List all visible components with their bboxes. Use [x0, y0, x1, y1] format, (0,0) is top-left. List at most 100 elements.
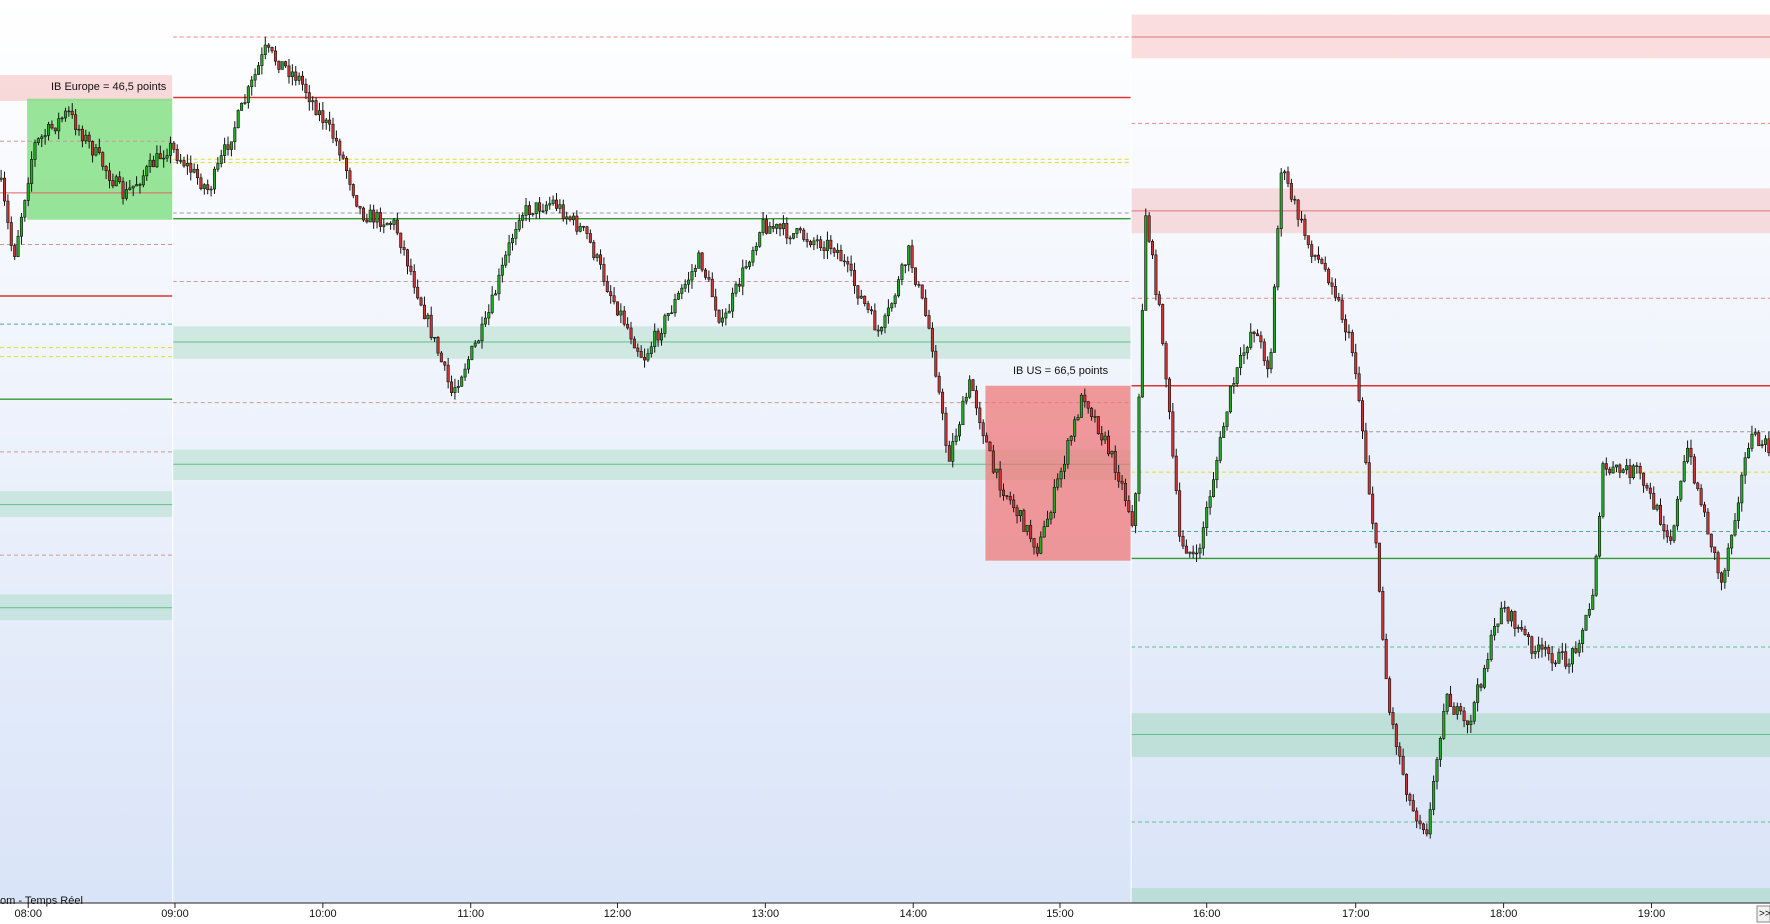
candle	[974, 385, 978, 416]
candle	[1665, 524, 1669, 543]
candle-body	[0, 177, 3, 180]
candle	[246, 84, 250, 109]
zone	[172, 326, 1132, 359]
candle-body	[839, 249, 843, 262]
candle-body	[1726, 547, 1730, 571]
candle	[128, 179, 132, 191]
candle	[84, 129, 88, 145]
time-label: 14:00	[899, 908, 927, 920]
candle-body	[1449, 693, 1453, 707]
candle	[1435, 756, 1439, 790]
candle-body	[1736, 502, 1740, 521]
candle-body	[944, 412, 948, 446]
candle	[1465, 720, 1469, 734]
scroll-text[interactable]: >>	[1759, 909, 1770, 920]
candle	[226, 136, 230, 156]
candle	[1117, 464, 1121, 488]
candle	[636, 343, 640, 357]
candle-body	[426, 314, 430, 320]
candle-body	[1679, 480, 1683, 500]
scroll-button[interactable]: >>	[1756, 905, 1770, 923]
candle-body	[1631, 465, 1635, 478]
candle	[382, 218, 386, 234]
candle-body	[145, 166, 149, 177]
candle-body	[63, 110, 67, 119]
candle	[1144, 208, 1148, 311]
candle	[1086, 401, 1090, 414]
candle	[1123, 478, 1127, 507]
candle-body	[1445, 693, 1449, 712]
candle-body	[1384, 639, 1388, 680]
candle	[185, 154, 189, 175]
candle	[995, 468, 999, 479]
candle	[1763, 435, 1767, 452]
candle	[1327, 267, 1331, 286]
candle	[1306, 235, 1310, 249]
candle-body	[866, 303, 870, 310]
candle	[1069, 435, 1073, 446]
candle	[802, 227, 806, 242]
candle-body	[737, 283, 741, 287]
candle	[1174, 448, 1178, 495]
candle	[1686, 440, 1690, 464]
candle	[453, 378, 457, 400]
candle-body	[365, 219, 369, 223]
candle-body	[1191, 551, 1195, 555]
candle-body	[351, 184, 355, 196]
candle	[1367, 455, 1371, 495]
candle-body	[385, 222, 389, 226]
candle-body	[1489, 634, 1493, 660]
candle	[737, 278, 741, 292]
candle-body	[185, 163, 189, 167]
candle-body	[1635, 465, 1639, 467]
candle-body	[348, 170, 352, 185]
candle	[1300, 211, 1304, 223]
candle	[1083, 388, 1087, 408]
candle	[1151, 239, 1155, 259]
candle-body	[135, 184, 139, 187]
candle	[1598, 512, 1602, 558]
candle	[361, 206, 365, 222]
candle-body	[1012, 499, 1016, 509]
candle-body	[338, 140, 342, 156]
candle-body	[1665, 530, 1669, 538]
candle-body	[524, 205, 528, 216]
candle-body	[1645, 485, 1649, 489]
candle-body	[297, 75, 301, 81]
candle-body	[1482, 668, 1486, 688]
candle	[930, 322, 934, 358]
candle	[998, 461, 1002, 498]
candle-body	[561, 204, 565, 220]
candle-body	[446, 364, 450, 383]
candle	[1039, 531, 1043, 555]
time-label: 11:00	[457, 908, 484, 920]
candle	[781, 215, 785, 236]
candle	[758, 231, 762, 248]
candle	[490, 286, 494, 315]
candle	[761, 212, 765, 236]
candle	[1073, 416, 1077, 442]
candle	[1452, 702, 1456, 715]
candle	[1743, 452, 1747, 484]
candle-body	[697, 252, 701, 269]
candle	[541, 203, 545, 214]
candle	[897, 276, 901, 298]
candle	[1333, 278, 1337, 302]
candle	[704, 268, 708, 280]
candle-body	[1760, 444, 1764, 447]
candle	[1005, 495, 1009, 500]
candle-body	[1279, 172, 1283, 229]
candle-body	[690, 271, 694, 281]
candle	[94, 143, 98, 157]
candle	[1303, 214, 1307, 240]
candle-body	[490, 294, 494, 313]
candle-body	[267, 44, 271, 48]
time-label: 15:00	[1046, 908, 1074, 920]
candle	[483, 311, 487, 327]
candle-body	[1530, 636, 1534, 654]
candle-body	[1581, 629, 1585, 644]
candle-body	[805, 239, 809, 242]
candle-body	[947, 445, 951, 462]
candle	[819, 236, 823, 251]
candle-body	[402, 247, 406, 251]
